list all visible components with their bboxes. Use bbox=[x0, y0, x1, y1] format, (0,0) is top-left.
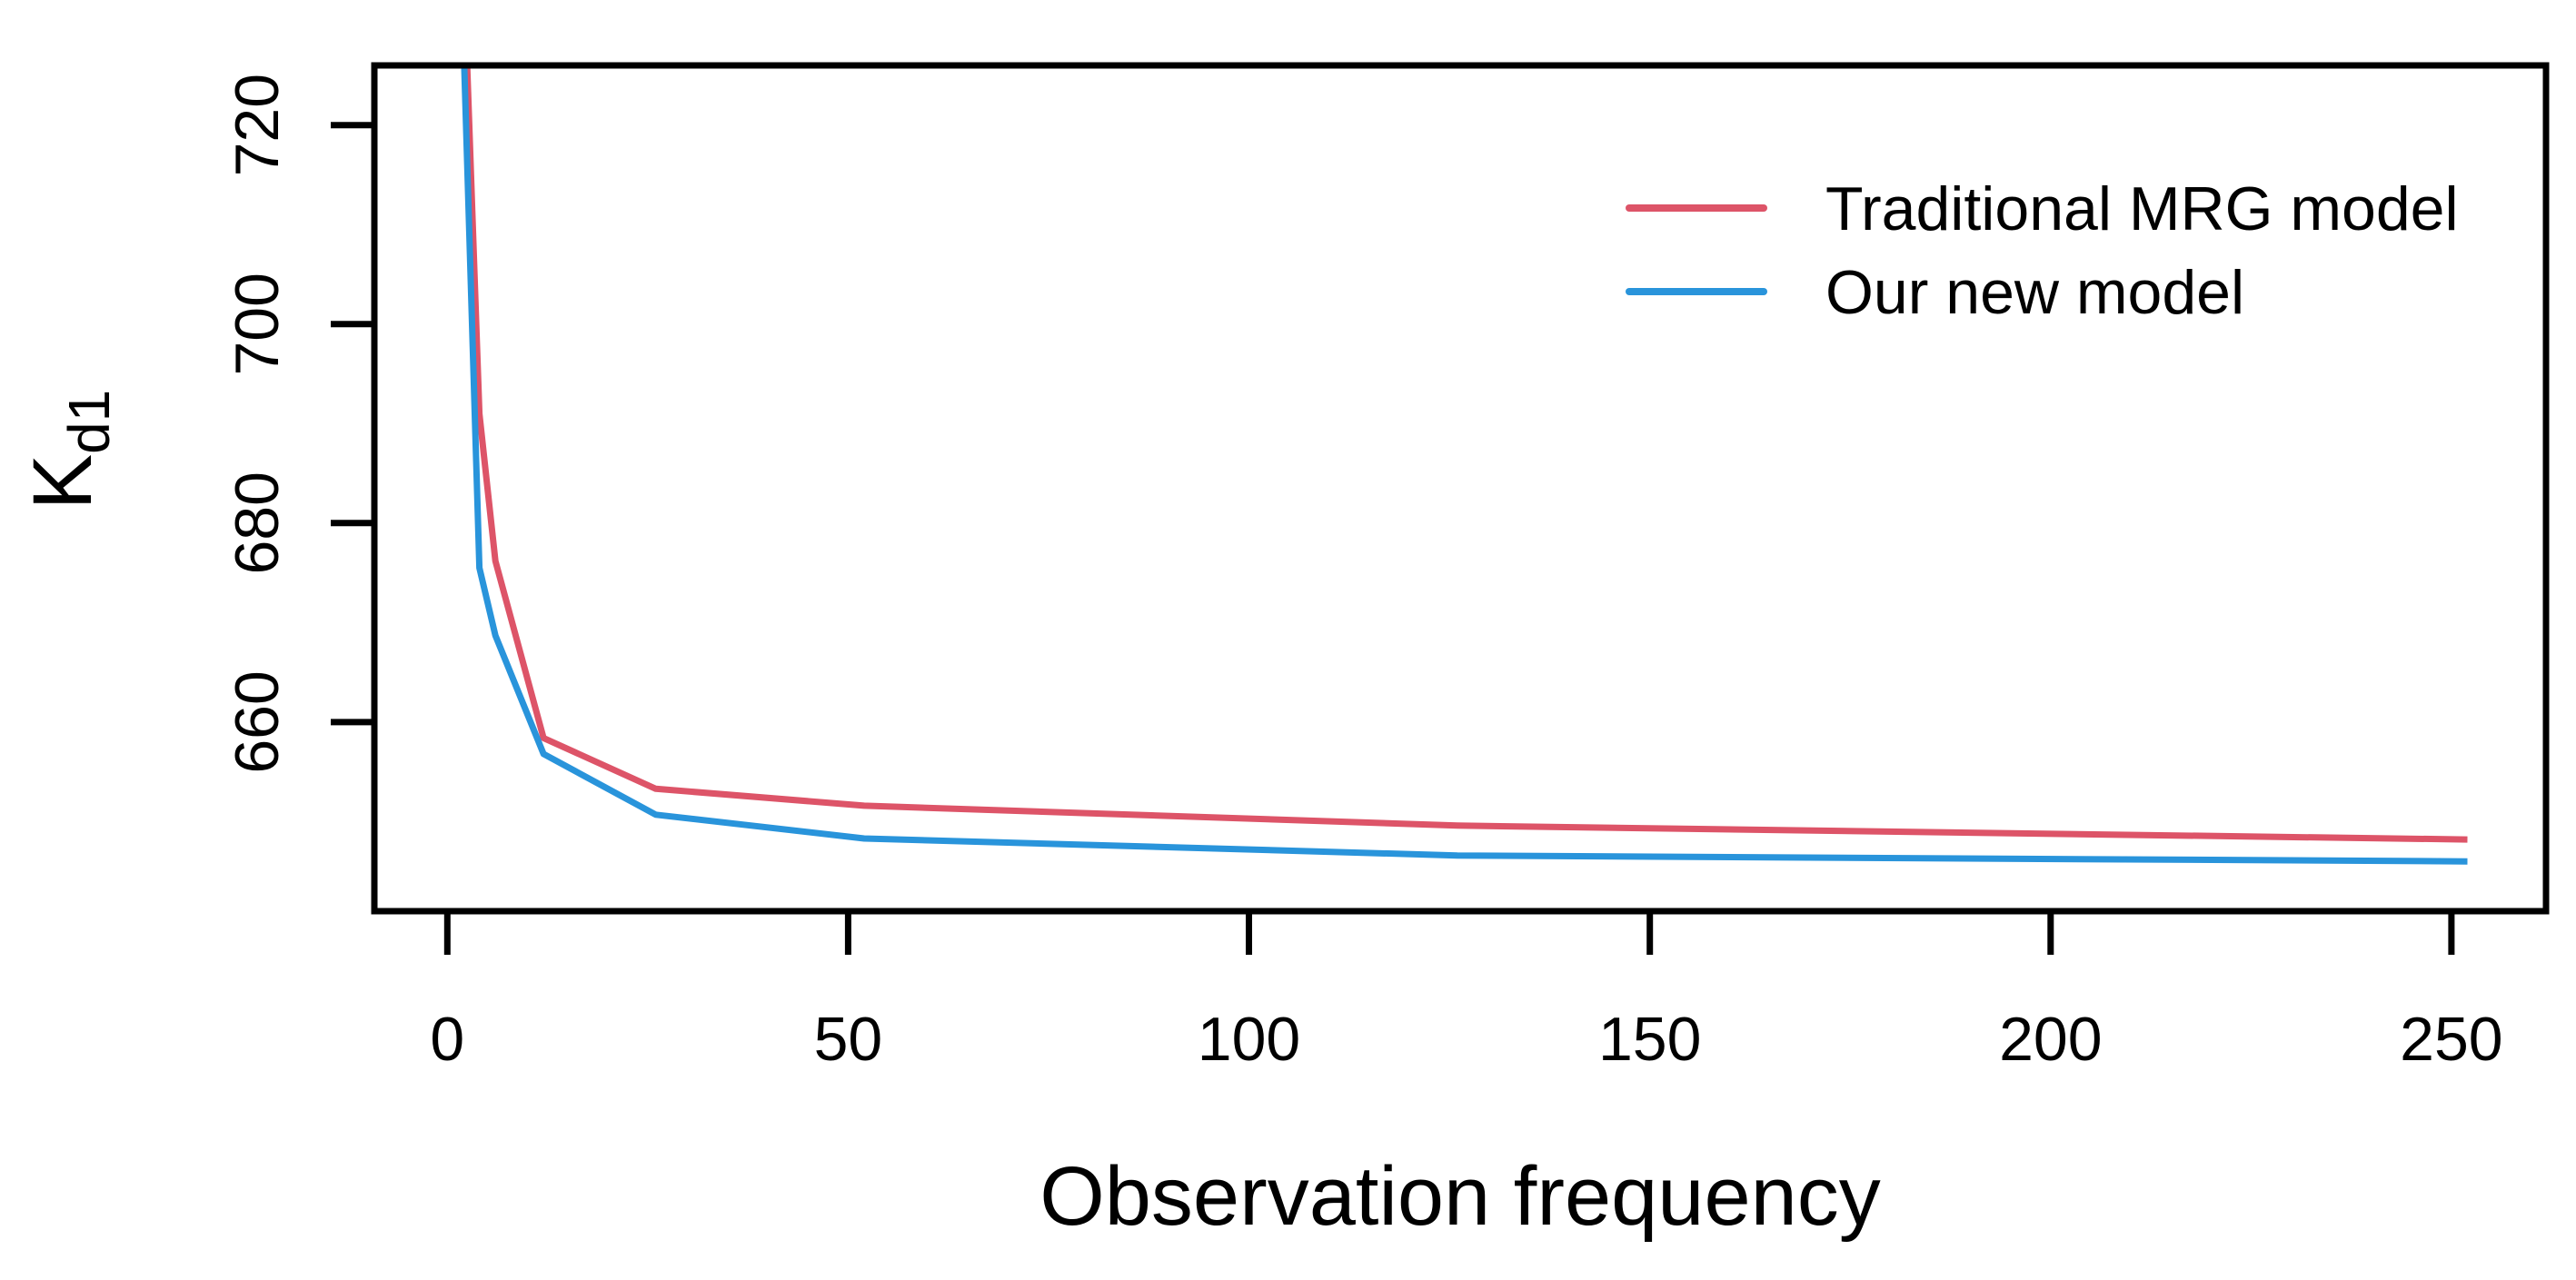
x-tick-label: 150 bbox=[1598, 1005, 1701, 1074]
x-axis-title: Observation frequency bbox=[1039, 1150, 1881, 1243]
plot-border bbox=[371, 62, 2550, 915]
y-tick-label: 680 bbox=[223, 471, 292, 574]
x-axis: 0 50 100 150 200 250 bbox=[430, 911, 2503, 1074]
legend: Traditional MRG model Our new model bbox=[1626, 174, 2459, 327]
legend-label-0: Traditional MRG model bbox=[1825, 174, 2459, 243]
y-tick-label: 660 bbox=[223, 670, 292, 773]
y-axis-title-subscript: d1 bbox=[56, 390, 122, 454]
plot-series bbox=[461, 65, 2468, 865]
x-tick-label: 100 bbox=[1198, 1005, 1300, 1074]
series-line-0 bbox=[463, 65, 2468, 843]
x-tick-label: 200 bbox=[1999, 1005, 2102, 1074]
x-tick-label: 50 bbox=[814, 1005, 883, 1074]
y-axis: 660 680 700 720 bbox=[223, 74, 374, 774]
x-tick-label: 250 bbox=[2400, 1005, 2502, 1074]
legend-label-1: Our new model bbox=[1825, 258, 2244, 327]
y-tick-label: 720 bbox=[223, 74, 292, 176]
series-line-1 bbox=[461, 65, 2468, 865]
y-tick-label: 700 bbox=[223, 273, 292, 375]
x-tick-label: 0 bbox=[430, 1005, 464, 1074]
